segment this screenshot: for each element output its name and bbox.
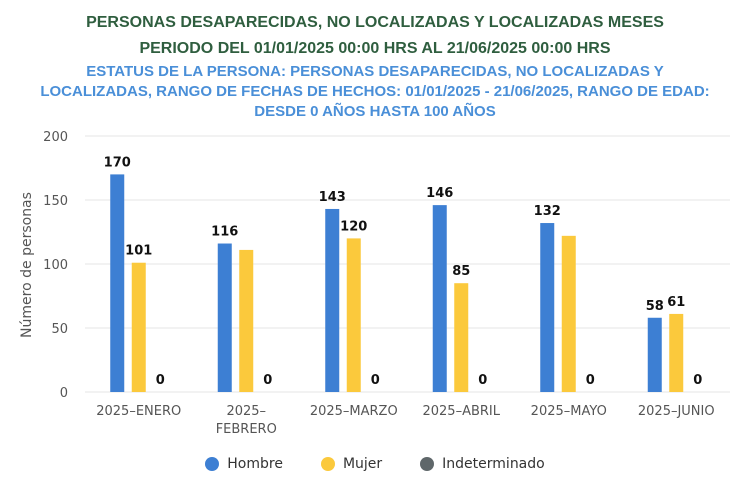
x-tick-label: FEBRERO (216, 422, 277, 437)
data-label: 101 (125, 244, 152, 259)
data-label: 0 (263, 373, 272, 388)
bar-hombre-5[interactable] (647, 317, 662, 392)
data-label: 116 (211, 225, 238, 240)
chart-titles: PERSONAS DESAPARECIDAS, NO LOCALIZADAS Y… (0, 12, 750, 122)
x-tick-label: 2025– (226, 404, 266, 419)
chart-title-period: PERIODO DEL 01/01/2025 00:00 HRS AL 21/0… (139, 40, 611, 57)
bar-mujer-3[interactable] (454, 283, 469, 392)
data-label: 61 (667, 295, 685, 310)
data-label: 132 (534, 204, 561, 219)
y-tick-label: 50 (51, 322, 68, 337)
x-tick-label: 2025–JUNIO (638, 404, 715, 419)
bar-hombre-1[interactable] (217, 243, 232, 392)
bar-hombre-3[interactable] (432, 205, 447, 392)
legend-marker-icon (205, 457, 220, 471)
legend-item-indeterminado[interactable]: Indeterminado (420, 456, 545, 472)
data-label: 120 (340, 219, 367, 234)
grid-layer: 0 50 100 150 200 (43, 130, 730, 401)
bar-hombre-0[interactable] (110, 174, 125, 392)
data-label: 146 (426, 186, 453, 201)
bars-layer (110, 174, 684, 392)
data-label: 170 (104, 155, 131, 170)
legend-item-hombre[interactable]: Hombre (205, 456, 283, 472)
y-tick-label: 200 (43, 130, 68, 145)
data-label: 0 (156, 373, 165, 388)
x-tick-label: 2025–MAYO (531, 404, 607, 419)
legend-label: Hombre (227, 456, 283, 472)
data-label: 0 (586, 373, 595, 388)
bar-hombre-2[interactable] (325, 208, 340, 392)
y-tick-label: 150 (43, 194, 68, 209)
chart-title: PERSONAS DESAPARECIDAS, NO LOCALIZADAS Y… (86, 14, 664, 31)
legend-marker-icon (320, 457, 335, 471)
bar-mujer-2[interactable] (346, 238, 361, 392)
legend-item-mujer[interactable]: Mujer (320, 456, 383, 472)
bar-hombre-4[interactable] (540, 223, 555, 392)
bar-mujer-0[interactable] (131, 262, 146, 392)
legend-label: Indeterminado (442, 456, 545, 472)
y-axis-label: Número de personas (19, 192, 35, 338)
data-label: 143 (319, 190, 346, 205)
x-tick-label: 2025–MARZO (310, 404, 398, 419)
data-label: 0 (693, 373, 702, 388)
legend-marker-icon (420, 457, 435, 471)
x-tick-label: 2025–ABRIL (422, 404, 500, 419)
data-label: 58 (646, 299, 664, 314)
data-label: 0 (371, 373, 380, 388)
bar-mujer-1[interactable] (239, 249, 254, 392)
chart-subtitle: ESTATUS DE LA PERSONA: PERSONAS DESAPARE… (40, 63, 710, 120)
bar-mujer-4[interactable] (561, 235, 576, 392)
data-label: 85 (452, 264, 470, 279)
x-tick-label: 2025–ENERO (96, 404, 181, 419)
y-tick-label: 0 (60, 386, 68, 401)
y-tick-label: 100 (43, 258, 68, 273)
bar-mujer-5[interactable] (669, 313, 684, 392)
data-label: 0 (478, 373, 487, 388)
legend-label: Mujer (342, 456, 383, 472)
labels-layer: 170 101 0 2025–ENERO 116 0 2025– FEBRERO 143 120 0… (96, 155, 714, 437)
legend: Hombre Mujer Indeterminado (0, 456, 750, 472)
